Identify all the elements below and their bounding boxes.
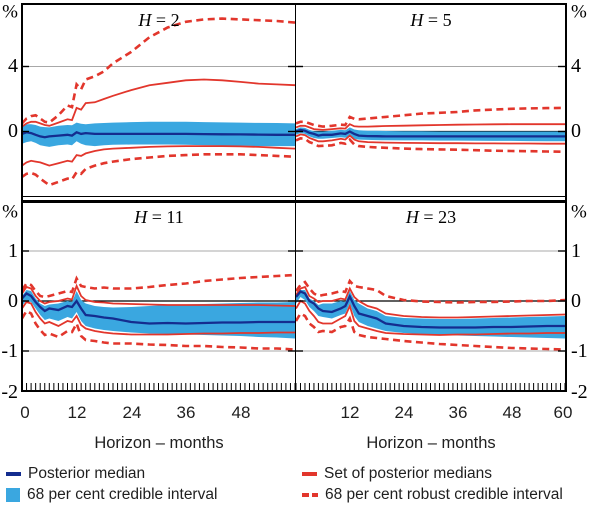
panel-title-h5-var: H	[410, 10, 424, 30]
panel-title-h23-var: H	[405, 207, 419, 227]
y-tick-bottom-right-0: 0	[571, 290, 581, 312]
legend-item-credible-interval: 68 per cent credible interval	[6, 486, 217, 503]
panel-h5-chart	[296, 65, 565, 154]
x-tick-right-48: 48	[502, 403, 522, 422]
x-axis-line	[21, 390, 567, 393]
legend-item-robust-credible-interval: 68 per cent robust credible interval	[302, 486, 563, 503]
panel-divider	[294, 3, 297, 392]
panel-title-h2-var: H	[138, 10, 152, 30]
panel-title-h2: H = 2	[138, 10, 179, 32]
panel-h23-chart	[296, 250, 565, 390]
panel-title-h5-eq: = 5	[423, 10, 452, 30]
y-tick-top-left-0: 0	[8, 120, 18, 142]
y-unit-bottom-left: %	[2, 201, 18, 223]
y-unit-top-left: %	[2, 1, 18, 23]
x-tick-left-36: 36	[176, 403, 196, 422]
x-axis-title-left: Horizon – months	[94, 434, 224, 452]
frame-row-separator	[21, 199, 567, 203]
blue-square-swatch-icon	[6, 487, 20, 502]
red-dashes-swatch-icon	[302, 492, 318, 497]
panel-title-h2-eq: = 2	[151, 10, 180, 30]
panel-h11-chart	[22, 250, 295, 390]
panel-title-h5: H = 5	[410, 10, 451, 32]
x-tick-right-24: 24	[394, 403, 414, 422]
panel-title-h11: H = 11	[134, 207, 183, 229]
y-tick-bottom-left-1: 1	[8, 240, 18, 262]
y-tick-top-left-4: 4	[8, 55, 18, 77]
panel-title-h11-eq: = 11	[147, 207, 184, 227]
y-tick-top-right-4: 4	[571, 55, 581, 77]
y-axis-left	[21, 3, 23, 392]
y-tick-bottom-right-m1: -1	[571, 340, 588, 362]
legend-label-robust-credible-interval: 68 per cent robust credible interval	[325, 485, 563, 503]
x-tick-left-48: 48	[231, 403, 251, 422]
red-line-swatch-icon	[302, 471, 317, 476]
x-axis-title-right: Horizon – months	[366, 434, 496, 452]
navy-line-swatch-icon	[6, 471, 21, 476]
x-tick-right-36: 36	[448, 403, 468, 422]
y-tick-top-right-0: 0	[571, 120, 581, 142]
y-tick-bottom-left-m1: -1	[1, 340, 18, 362]
y-tick-bottom-right-1: 1	[571, 240, 581, 262]
frame-row1-bottom-line	[21, 196, 567, 198]
panel-title-h11-var: H	[134, 207, 148, 227]
y-unit-top-right: %	[571, 1, 587, 23]
y-tick-bottom-right-m2: -2	[571, 381, 588, 403]
x-tick-right-12: 12	[340, 403, 360, 422]
frame-top-border	[21, 3, 567, 5]
x-tick-left-0: 0	[20, 403, 30, 422]
legend-item-set-of-medians: Set of posterior medians	[302, 465, 492, 482]
legend-label-set-of-medians: Set of posterior medians	[324, 464, 493, 482]
legend-item-posterior-median: Posterior median	[6, 465, 145, 482]
legend-label-posterior-median: Posterior median	[28, 464, 146, 482]
panel-title-h23-eq: = 23	[418, 207, 457, 227]
y-axis-right	[565, 3, 567, 392]
x-tick-left-24: 24	[122, 403, 142, 422]
legend-label-credible-interval: 68 per cent credible interval	[27, 485, 218, 503]
y-unit-bottom-right: %	[571, 201, 587, 223]
panel-h2-chart	[22, 17, 295, 187]
x-tick-left-12: 12	[67, 403, 87, 422]
panel-title-h23: H = 23	[406, 207, 456, 229]
y-tick-bottom-left-0: 0	[8, 290, 18, 312]
y-tick-bottom-left-m2: -2	[1, 381, 18, 403]
x-tick-right-60: 60	[553, 403, 573, 422]
